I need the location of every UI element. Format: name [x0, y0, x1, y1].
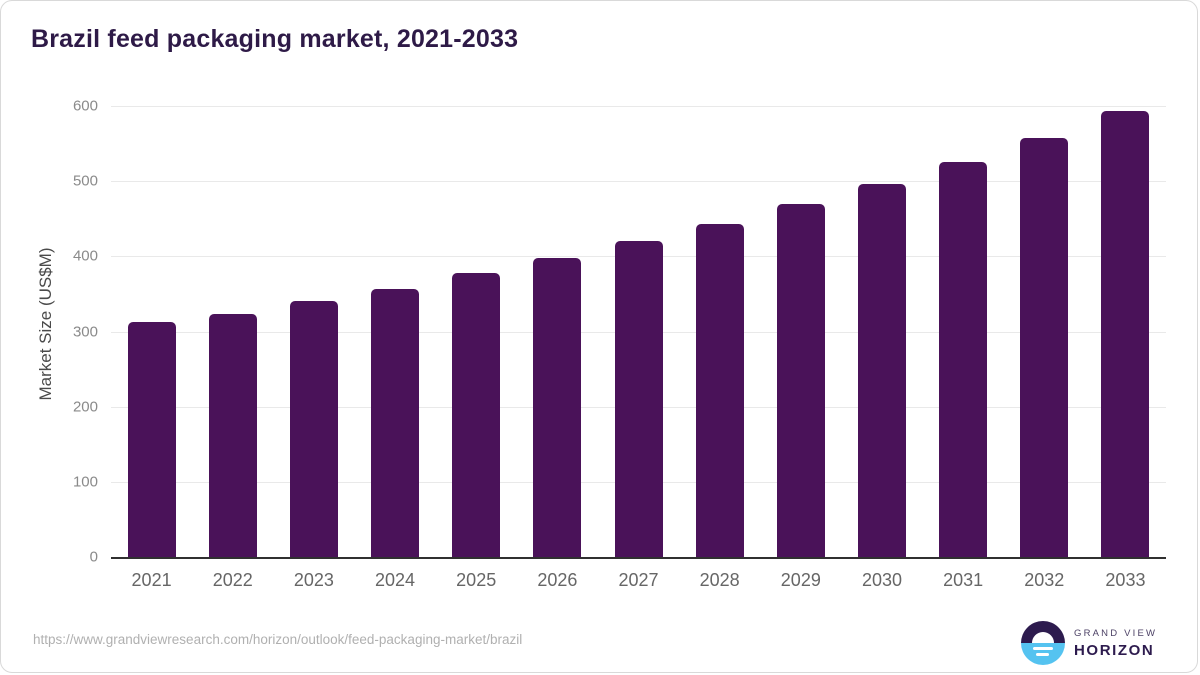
x-tick-label-2030: 2030: [861, 570, 902, 590]
y-tick-label-500: 500: [72, 172, 98, 190]
x-tick-label-2032: 2032: [1024, 570, 1065, 590]
bar-2024: [371, 288, 420, 557]
x-axis-labels: 2021 2022 2023 2024 2025 2026 2027 2028 2029 2030…: [111, 570, 1166, 591]
x-tick-label-2033: 2033: [1105, 570, 1146, 590]
logo-product-name: HORIZON: [1074, 641, 1155, 659]
x-tick-label-2025: 2025: [456, 570, 497, 590]
bar-2029: [776, 204, 825, 557]
plot-area: 0 100 200 300 400 500 600: [73, 98, 1166, 566]
y-tick-label-400: 400: [72, 247, 98, 265]
y-tick-label-200: 200: [72, 398, 98, 416]
x-tick-label-2024: 2024: [375, 570, 416, 590]
x-tick-label-2026: 2026: [537, 570, 578, 590]
bar-2026: [533, 257, 582, 557]
x-tick-label-2028: 2028: [699, 570, 740, 590]
y-tick-label-100: 100: [72, 473, 98, 491]
y-tick-label-600: 600: [72, 97, 98, 115]
reflection-line-2: [1036, 653, 1049, 656]
logo-brand-name: GRAND VIEW: [1074, 627, 1158, 639]
bar-2032: [1020, 137, 1069, 557]
bar-2021: [127, 322, 176, 557]
horizon-sunrise-icon: [1021, 621, 1065, 665]
x-tick-label-2029: 2029: [780, 570, 821, 590]
bar-2023: [289, 301, 338, 557]
x-tick-label-2023: 2023: [293, 570, 334, 590]
gridline-600: [111, 106, 1166, 107]
x-tick-label-2031: 2031: [943, 570, 984, 590]
bar-2030: [857, 184, 906, 557]
bar-2022: [208, 314, 257, 557]
bar-2027: [614, 241, 663, 557]
x-tick-label-2027: 2027: [618, 570, 659, 590]
logo-text: GRAND VIEW HORIZON: [1074, 628, 1157, 659]
grand-view-horizon-logo: GRAND VIEW HORIZON: [1021, 621, 1157, 665]
reflection-line-1: [1033, 647, 1053, 650]
gridline-500: [111, 181, 1166, 183]
y-tick-label-300: 300: [72, 323, 98, 340]
y-tick-label-0: 0: [89, 548, 98, 566]
bar-2028: [695, 224, 744, 557]
chart-title: Brazil feed packaging market, 2021-2033: [31, 25, 519, 53]
x-tick-label-2021: 2021: [131, 570, 172, 590]
x-tick-label-2022: 2022: [212, 570, 253, 590]
source-url: https://www.grandviewresearch.com/horizo…: [33, 632, 523, 647]
bar-2025: [452, 272, 501, 557]
sun-dome-shape: [1032, 632, 1054, 643]
bar-2031: [939, 161, 988, 557]
bar-2033: [1101, 111, 1150, 557]
